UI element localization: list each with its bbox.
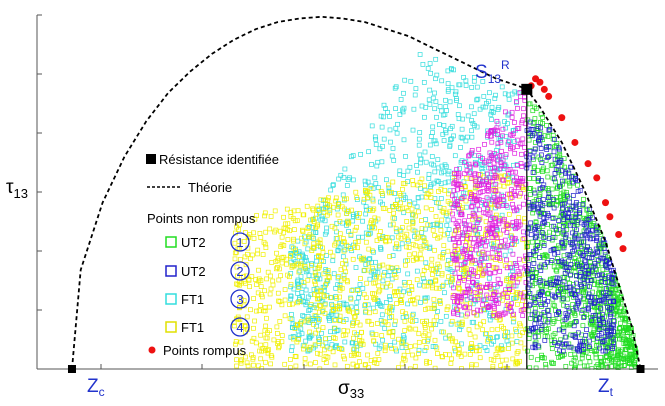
ruptured-point <box>584 160 592 168</box>
legend-series-2-label: UT2 <box>181 264 206 279</box>
legend-series-3-number: 3 <box>236 292 243 307</box>
legend-series-4-marker <box>165 321 177 333</box>
legend-resistance-label: Résistance identifiée <box>159 152 279 167</box>
legend-resistance-marker <box>146 154 156 164</box>
ruptured-point <box>571 138 579 146</box>
legend-series-1-number: 1 <box>236 235 243 250</box>
legend-series-3-marker <box>165 293 177 305</box>
zc-marker <box>67 365 76 373</box>
legend-series-4-circle <box>230 317 250 337</box>
ruptured-point <box>536 78 544 86</box>
legend-series-2-marker <box>165 265 177 277</box>
ruptured-point <box>545 92 553 100</box>
legend-series-4-label: FT1 <box>181 320 204 335</box>
strength-label: S13R <box>475 58 510 86</box>
strength-marker <box>521 83 533 95</box>
legend-ruptured-marker <box>148 346 156 354</box>
legend-series-1-marker <box>165 236 177 248</box>
zt-label: Zt <box>598 376 614 399</box>
legend-series-1-label: UT2 <box>181 235 206 250</box>
axes <box>36 14 658 370</box>
zt-marker <box>636 365 645 373</box>
legend-series-2-circle <box>230 261 250 281</box>
legend-non-ruptured-title: Points non rompus <box>147 211 256 226</box>
zc-label: Zc <box>87 376 105 399</box>
ruptured-point <box>615 230 623 238</box>
ruptured-point <box>606 213 614 221</box>
ruptured-point <box>540 85 548 93</box>
ruptured-point <box>558 114 566 122</box>
legend: Résistance identifiée Théorie Points non… <box>146 152 279 358</box>
point-clouds <box>231 52 639 370</box>
legend-ruptured-label: Points rompus <box>163 343 247 358</box>
ruptured-points <box>527 75 627 253</box>
legend-series-1-circle <box>230 232 250 252</box>
legend-series-4-number: 4 <box>236 320 243 335</box>
legend-series-2-number: 2 <box>236 264 243 279</box>
x-axis-label: σ33 <box>338 378 364 401</box>
legend-series-3-circle <box>230 289 250 309</box>
ruptured-point <box>619 245 627 253</box>
y-axis-label: τ13 <box>6 177 28 201</box>
legend-series-3-label: FT1 <box>181 292 204 307</box>
legend-theory-label: Théorie <box>188 180 232 195</box>
theory-curve <box>71 15 642 370</box>
ruptured-point <box>593 174 601 182</box>
ruptured-point <box>602 199 610 207</box>
